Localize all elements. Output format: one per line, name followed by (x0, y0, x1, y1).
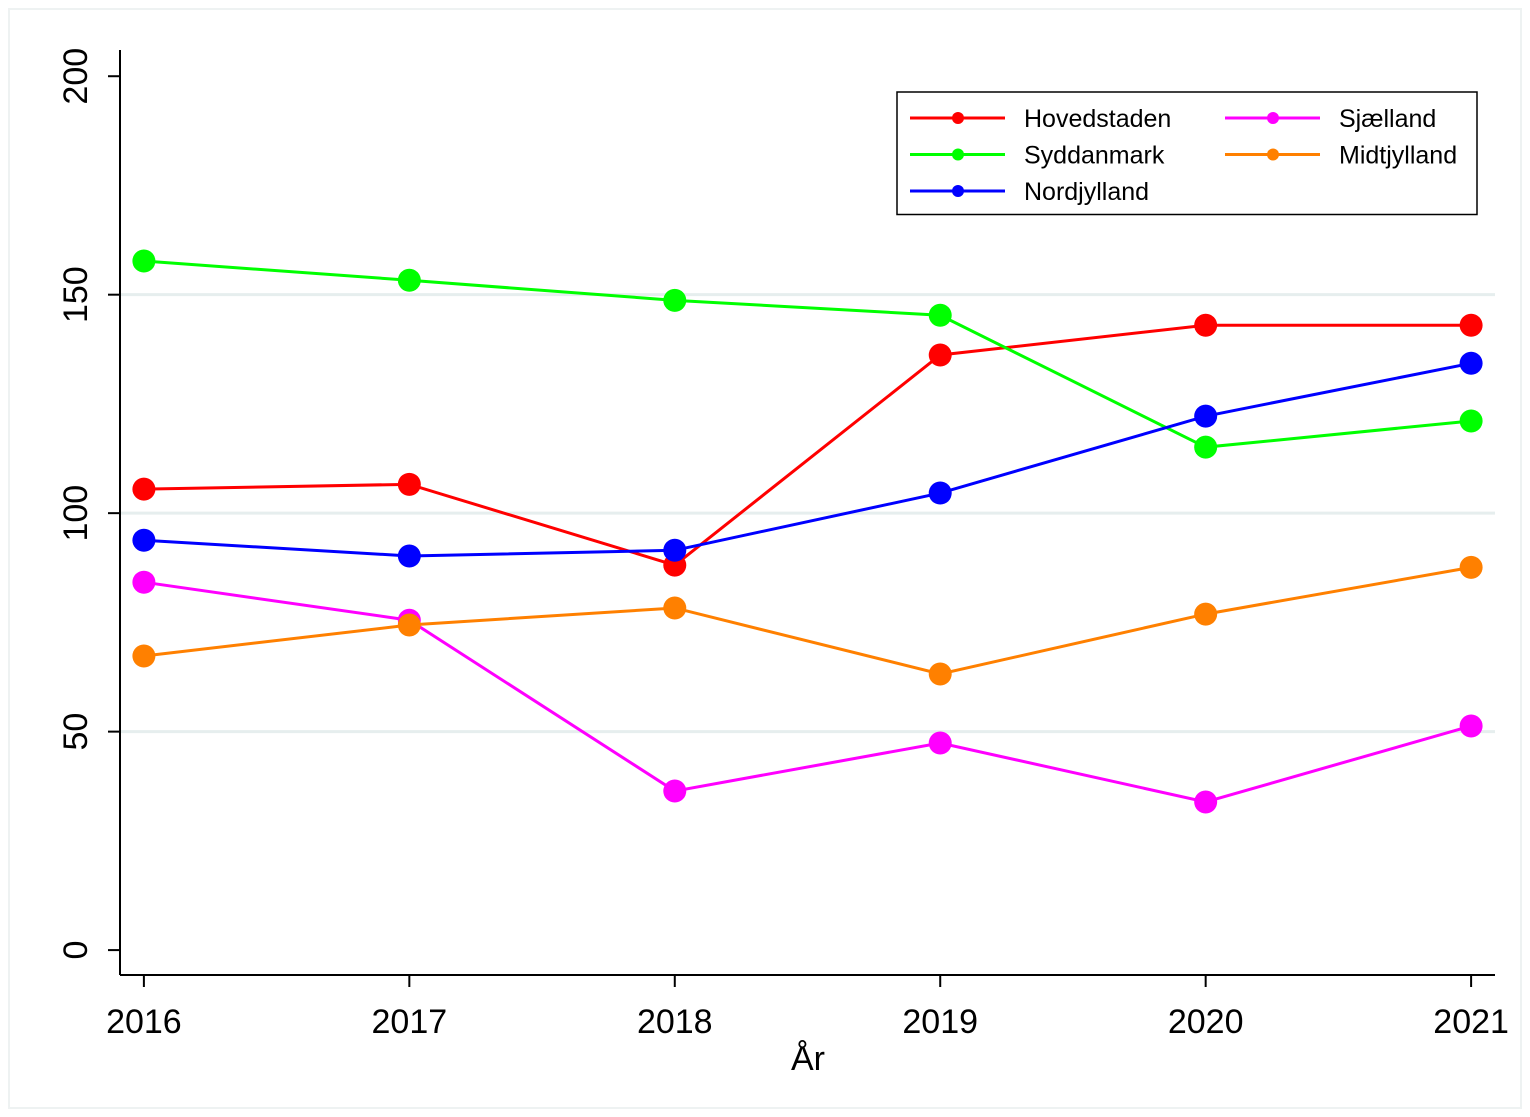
y-tick-label: 50 (57, 713, 95, 751)
data-point (663, 596, 687, 620)
y-tick-label: 200 (57, 48, 95, 105)
legend-swatch-marker (1267, 112, 1279, 124)
x-tick-label: 2020 (1168, 1003, 1244, 1041)
x-axis-title: År (791, 1040, 825, 1078)
x-tick-label: 2017 (372, 1003, 448, 1041)
data-point (132, 249, 156, 273)
data-point (1194, 313, 1218, 337)
x-tick-label: 2021 (1433, 1003, 1509, 1041)
legend-swatch-marker (952, 148, 964, 161)
data-point (928, 731, 952, 755)
data-point (928, 303, 952, 327)
data-point (928, 662, 952, 686)
data-point (132, 528, 156, 552)
data-point (132, 570, 156, 594)
legend-swatch-marker (952, 112, 964, 124)
data-point (132, 644, 156, 668)
series-line (143, 580, 1472, 804)
series-line (143, 323, 1472, 567)
data-point (1459, 313, 1483, 337)
y-tick-label: 0 (57, 941, 95, 960)
data-point (397, 613, 421, 637)
x-tick-label: 2019 (902, 1003, 978, 1041)
y-tick-label: 150 (57, 266, 95, 323)
series-line (143, 259, 1472, 449)
legend-label: Nordjylland (1024, 178, 1149, 206)
data-point (1459, 714, 1483, 738)
data-point (1459, 555, 1483, 579)
data-point (397, 472, 421, 496)
data-point (1194, 435, 1218, 459)
data-point (397, 268, 421, 292)
legend-label: Sjælland (1339, 105, 1436, 133)
data-point (132, 477, 156, 501)
data-point (928, 481, 952, 505)
y-tick-label: 100 (57, 485, 95, 542)
series-line (143, 565, 1472, 676)
data-point (397, 544, 421, 568)
data-point (1459, 351, 1483, 375)
x-tick-label: 2016 (106, 1003, 182, 1041)
data-point (1194, 790, 1218, 814)
data-point (663, 779, 687, 803)
data-point (928, 343, 952, 367)
legend-swatch-marker (1267, 148, 1279, 161)
series-line (143, 361, 1472, 558)
data-point (1194, 602, 1218, 626)
legend-label: Hovedstaden (1024, 105, 1171, 133)
data-point (663, 288, 687, 312)
data-point (1194, 404, 1218, 428)
data-point (1459, 409, 1483, 433)
legend-label: Syddanmark (1024, 142, 1165, 170)
data-point (663, 538, 687, 562)
x-tick-label: 2018 (637, 1003, 713, 1041)
legend-label: Midtjylland (1339, 142, 1457, 170)
legend-swatch-marker (952, 185, 964, 197)
